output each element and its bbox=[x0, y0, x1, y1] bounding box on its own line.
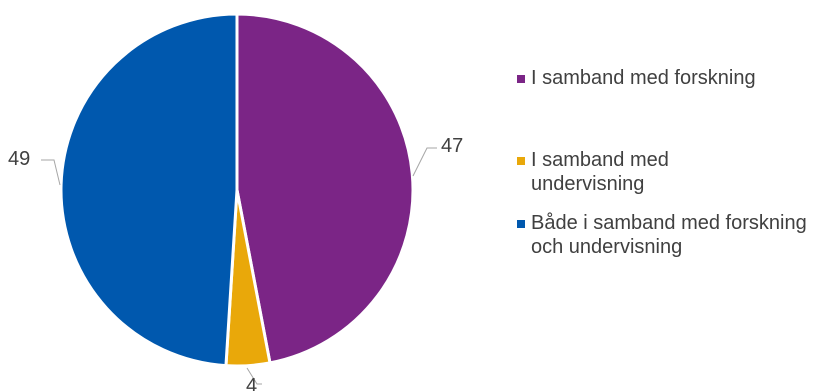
legend-label-forskning: I samband med forskning bbox=[531, 67, 756, 89]
pie-slices bbox=[59, 12, 415, 368]
legend-swatch-undervisning bbox=[517, 157, 525, 165]
leader-lines bbox=[41, 147, 437, 385]
legend-label-bade: Både i samband med forskning och undervi… bbox=[531, 212, 807, 258]
leader-line-undervisning bbox=[246, 367, 262, 385]
leader-line-forskning bbox=[412, 147, 437, 177]
legend-swatch-forskning bbox=[517, 75, 525, 83]
legend-item-forskning: I samband med forskning bbox=[517, 66, 817, 90]
leader-line-bade bbox=[41, 159, 61, 186]
legend-item-bade: Både i samband med forskning och undervi… bbox=[517, 211, 817, 259]
legend-label-undervisning: I samband med undervisning bbox=[531, 149, 669, 195]
pie-slice-bade bbox=[59, 12, 239, 368]
legend-swatch-bade bbox=[517, 220, 525, 228]
data-label-undervisning: 4 bbox=[246, 375, 257, 391]
pie-slice-forskning bbox=[235, 12, 415, 365]
data-label-bade: 49 bbox=[8, 148, 30, 170]
data-label-forskning: 47 bbox=[441, 135, 463, 157]
chart-legend: I samband med forskning I samband med un… bbox=[517, 66, 817, 259]
legend-item-undervisning: I samband med undervisning bbox=[517, 148, 697, 196]
